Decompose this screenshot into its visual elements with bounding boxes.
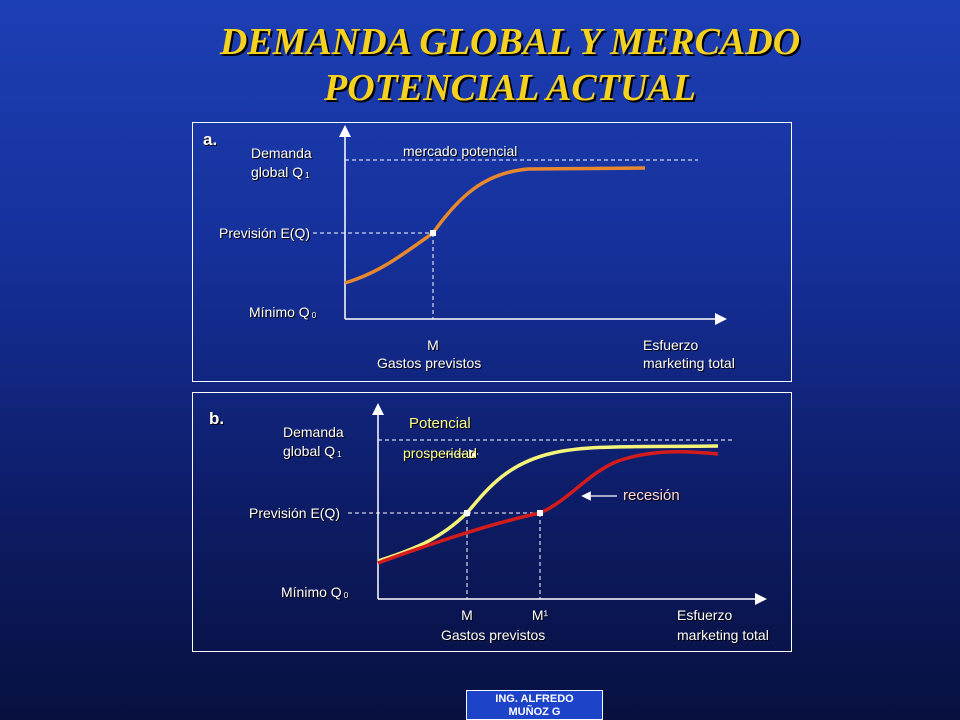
forecast-point [430,230,436,236]
panel-a-tag: a. [203,130,218,149]
m-label: M [461,607,473,623]
author-badge: ING. ALFREDO MUÑOZ G [466,690,603,720]
recession-label: recesión [623,487,680,504]
prosperity-label: prosperidad [403,445,477,461]
author-line-2: MUÑOZ G [508,706,561,718]
panel-b-diagram [348,403,767,605]
m1-label: M¹ [531,607,549,623]
potential-market-label: mercado potencial [403,143,518,159]
prosperity-point [464,510,470,516]
author-line-1: ING. ALFREDO [495,693,574,705]
demand-curve [344,166,646,285]
planned-spend-label: Gastos previstos [441,627,546,643]
forecast-label: Previsión E(Q) [219,225,311,241]
demand-label: Demanda [251,145,312,161]
demand-label: Demanda [283,424,344,440]
recession-curve [377,449,719,565]
effort-label: Esfuerzo [643,337,699,353]
potential-label: Potencial [409,415,471,432]
prosperity-curve [377,444,719,563]
m-label: M [427,337,439,353]
effort-label: Esfuerzo [677,607,733,623]
forecast-label: Previsión E(Q) [249,505,341,521]
total-marketing-label: marketing total [677,627,769,643]
planned-spend-label: Gastos previstos [377,355,482,371]
panel-a-diagram [313,125,727,325]
panel-b-tag: b. [209,409,225,428]
title-line-2: POTENCIAL ACTUAL [324,67,696,109]
total-marketing-label: marketing total [643,355,735,371]
recession-point [537,510,543,516]
title-line-1: DEMANDA GLOBAL Y MERCADO [219,21,801,63]
